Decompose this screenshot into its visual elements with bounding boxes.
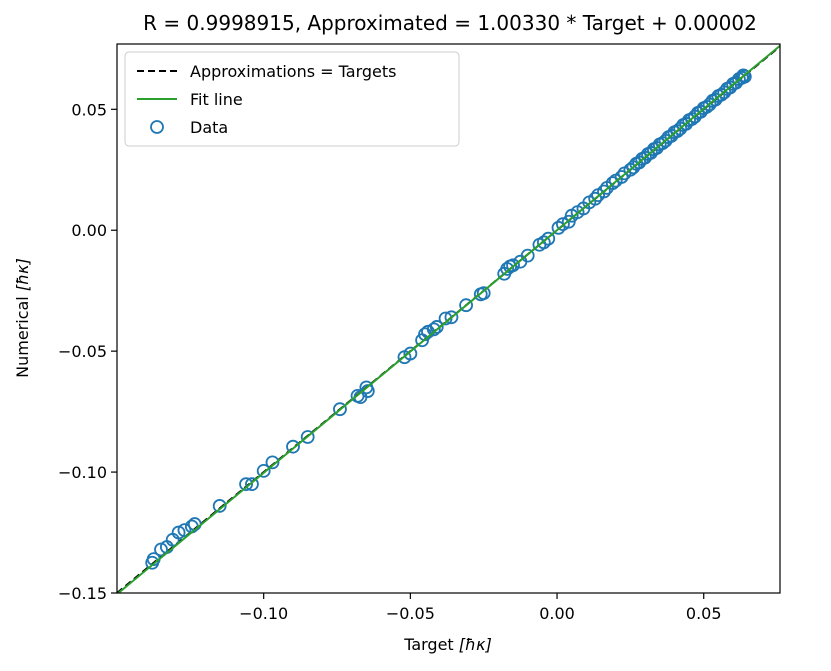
y-tick-label: 0.05: [71, 100, 107, 119]
data-point: [736, 68, 751, 83]
x-axis-label-unit: [ħκ]: [459, 635, 492, 654]
x-axis-label: Target [ħκ]: [403, 635, 492, 654]
data-point: [265, 455, 280, 470]
plot-area: [117, 44, 780, 593]
data-point: [333, 402, 347, 417]
x-tick-label: 0.00: [539, 604, 575, 623]
data-point: [239, 477, 253, 492]
x-axis-label-main: Target: [403, 635, 459, 654]
data-point: [245, 477, 259, 492]
data-point: [177, 523, 192, 538]
fit-line: [117, 44, 780, 593]
x-axis: −0.10 −0.05 0.00 0.05: [239, 593, 722, 623]
data-point: [256, 463, 271, 478]
y-tick-label: −0.05: [58, 342, 107, 361]
y-axis-label-unit: [ħκ]: [13, 258, 32, 291]
plot-marks: [117, 44, 780, 593]
data-point: [737, 69, 752, 84]
x-tick-label: 0.05: [686, 604, 722, 623]
y-tick-label: −0.10: [58, 463, 107, 482]
data-point: [541, 231, 556, 246]
data-point: [286, 439, 300, 454]
data-point: [506, 258, 520, 273]
x-tick-label: −0.10: [239, 604, 288, 623]
data-point: [444, 310, 459, 325]
data-point: [588, 191, 603, 206]
data-point: [300, 430, 315, 444]
y-axis-label: Numerical [ħκ]: [13, 258, 32, 378]
data-point: [551, 220, 566, 235]
data-point: [459, 298, 474, 313]
data-point: [476, 286, 491, 301]
y-tick-label: 0.00: [71, 221, 107, 240]
axes-frame: [116, 43, 781, 594]
data-point: [426, 322, 441, 337]
legend-fit-label: Fit line: [190, 90, 243, 109]
data-point: [403, 346, 418, 361]
chart-title: R = 0.9998915, Approximated = 1.00330 * …: [143, 11, 757, 35]
legend-data-label: Data: [190, 118, 228, 137]
legend: Approximations = Targets Fit line Data: [124, 51, 460, 147]
data-point: [597, 184, 611, 199]
y-axis: −0.15 −0.10 −0.05 0.00 0.05: [58, 100, 117, 603]
data-point: [429, 320, 444, 334]
data-point: [614, 170, 629, 184]
y-tick-label: −0.15: [58, 584, 107, 603]
legend-box: [124, 51, 460, 147]
data-point: [212, 499, 227, 513]
x-tick-label: −0.05: [386, 604, 435, 623]
legend-data-swatch: [150, 120, 164, 134]
legend-identity-label: Approximations = Targets: [190, 62, 396, 81]
data-point: [520, 248, 535, 263]
y-axis-label-main: Numerical: [13, 291, 32, 378]
data-point: [536, 235, 551, 250]
